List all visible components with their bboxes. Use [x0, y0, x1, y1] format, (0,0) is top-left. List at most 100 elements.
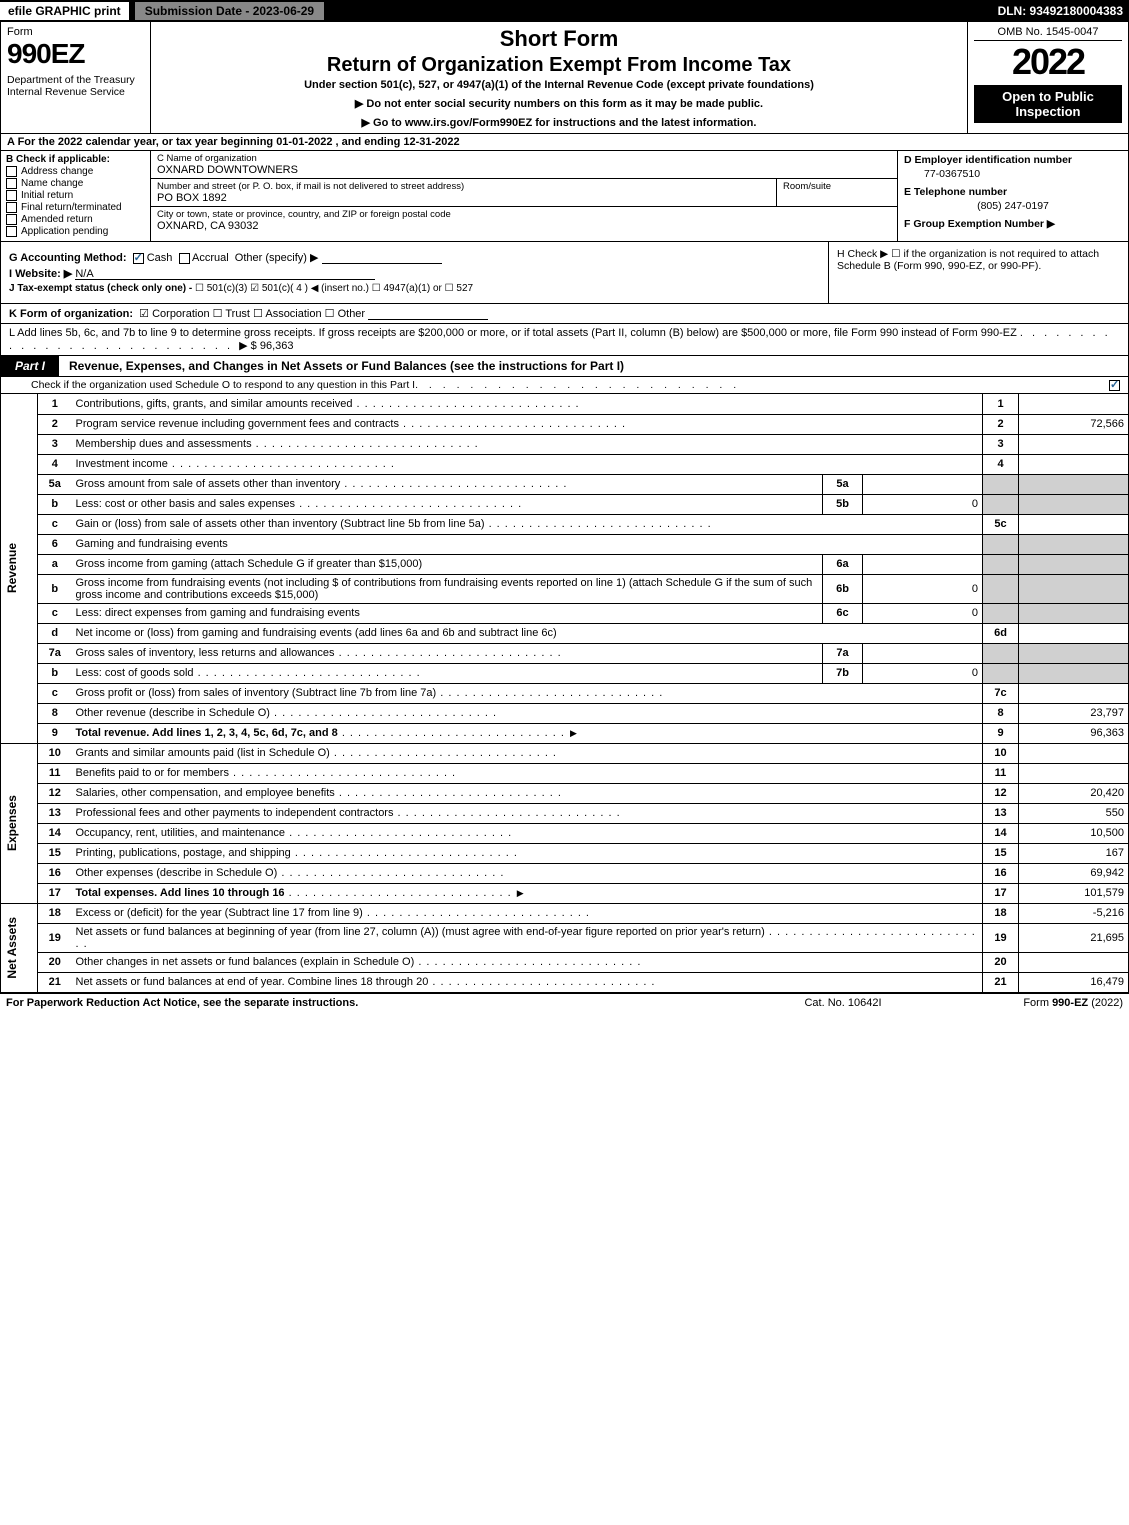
line-11-val [1019, 763, 1129, 783]
line-11-desc: Benefits paid to or for members [76, 767, 229, 779]
header-right: OMB No. 1545-0047 2022 Open to Public In… [968, 22, 1128, 133]
chk-name-change[interactable] [6, 178, 17, 189]
form-word: Form [7, 26, 144, 38]
l-text: L Add lines 5b, 6c, and 7b to line 9 to … [9, 327, 1017, 339]
line-21-desc: Net assets or fund balances at end of ye… [76, 976, 429, 988]
part-i-title: Revenue, Expenses, and Changes in Net As… [59, 359, 1128, 373]
part-i-tab: Part I [1, 356, 59, 376]
efile-print-button[interactable]: efile GRAPHIC print [0, 1, 130, 21]
part-i-subtext: Check if the organization used Schedule … [31, 379, 415, 391]
chk-accrual[interactable] [179, 253, 190, 264]
line-10-desc: Grants and similar amounts paid (list in… [76, 747, 330, 759]
part-i-table: Revenue 1 Contributions, gifts, grants, … [0, 394, 1129, 993]
group-exemption-label: F Group Exemption Number ▶ [904, 218, 1122, 230]
chk-cash[interactable] [133, 253, 144, 264]
line-6a-sub: 6a [823, 554, 863, 574]
line-10-val [1019, 743, 1129, 763]
chk-final-return[interactable] [6, 202, 17, 213]
header-left: Form 990EZ Department of the Treasury In… [1, 22, 151, 133]
form-header: Form 990EZ Department of the Treasury In… [0, 22, 1129, 134]
line-15-desc: Printing, publications, postage, and shi… [76, 847, 291, 859]
line-7b-sv: 0 [863, 663, 983, 683]
col-c-orginfo: C Name of organization OXNARD DOWNTOWNER… [151, 151, 898, 241]
line-5c-desc: Gain or (loss) from sale of assets other… [76, 518, 485, 530]
line-7c-desc: Gross profit or (loss) from sales of inv… [76, 687, 437, 699]
line-6d-val [1019, 623, 1129, 643]
line-13-desc: Professional fees and other payments to … [76, 807, 394, 819]
side-net-assets: Net Assets [5, 917, 19, 979]
chk-address-change[interactable] [6, 166, 17, 177]
line-18-box: 18 [983, 903, 1019, 923]
line-2-box: 2 [983, 414, 1019, 434]
row-a-taxyear: A For the 2022 calendar year, or tax yea… [0, 134, 1129, 151]
submission-date: Submission Date - 2023-06-29 [134, 1, 325, 21]
line-8-val: 23,797 [1019, 703, 1129, 723]
form-number: 990EZ [7, 38, 144, 70]
line-7a-sub: 7a [823, 643, 863, 663]
form-subtitle: Under section 501(c), 527, or 4947(a)(1)… [161, 79, 957, 91]
line-13-val: 550 [1019, 803, 1129, 823]
section-ghij: G Accounting Method: Cash Accrual Other … [0, 242, 1129, 304]
line-8-box: 8 [983, 703, 1019, 723]
line-19-box: 19 [983, 923, 1019, 952]
page-footer: For Paperwork Reduction Act Notice, see … [0, 993, 1129, 1012]
chk-application-pending[interactable] [6, 226, 17, 237]
line-20-box: 20 [983, 952, 1019, 972]
line-16-val: 69,942 [1019, 863, 1129, 883]
chk-amended-return[interactable] [6, 214, 17, 225]
footer-catno: Cat. No. 10642I [743, 997, 943, 1009]
part-i-sub: Check if the organization used Schedule … [0, 377, 1129, 394]
row-l: L Add lines 5b, 6c, and 7b to line 9 to … [0, 324, 1129, 356]
line-8-desc: Other revenue (describe in Schedule O) [76, 707, 270, 719]
footer-left: For Paperwork Reduction Act Notice, see … [6, 997, 743, 1009]
line-19-desc: Net assets or fund balances at beginning… [76, 926, 765, 938]
line-17-box: 17 [983, 883, 1019, 903]
line-21-val: 16,479 [1019, 972, 1129, 992]
chk-initial-return[interactable] [6, 190, 17, 201]
col-b-checkboxes: B Check if applicable: Address change Na… [1, 151, 151, 241]
h-text: H Check ▶ ☐ if the organization is not r… [837, 248, 1099, 272]
line-10-box: 10 [983, 743, 1019, 763]
line-3-desc: Membership dues and assessments [76, 438, 252, 450]
goto-link[interactable]: ▶ Go to www.irs.gov/Form990EZ for instru… [161, 116, 957, 129]
phone-value: (805) 247-0197 [904, 200, 1122, 212]
b-label: B Check if applicable: [6, 154, 145, 165]
col-gij: G Accounting Method: Cash Accrual Other … [1, 242, 828, 303]
row-k: K Form of organization: ☑ Corporation ☐ … [0, 304, 1129, 324]
k-label: K Form of organization: [9, 308, 133, 320]
line-5a-desc: Gross amount from sale of assets other t… [76, 478, 341, 490]
other-specify-input[interactable] [322, 252, 442, 264]
line-9-desc: Total revenue. Add lines 1, 2, 3, 4, 5c,… [76, 727, 338, 739]
side-revenue: Revenue [5, 543, 19, 593]
line-7c-val [1019, 683, 1129, 703]
line-6c-sv: 0 [863, 603, 983, 623]
line-4-box: 4 [983, 454, 1019, 474]
j-label: J Tax-exempt status (check only one) - [9, 283, 192, 294]
omb-number: OMB No. 1545-0047 [974, 26, 1122, 41]
line-18-val: -5,216 [1019, 903, 1129, 923]
footer-right: Form 990-EZ (2022) [943, 997, 1123, 1009]
side-expenses: Expenses [5, 795, 19, 851]
k-options: ☑ Corporation ☐ Trust ☐ Association ☐ Ot… [139, 308, 365, 320]
line-6c-sub: 6c [823, 603, 863, 623]
dln: DLN: 93492180004383 [998, 4, 1123, 18]
line-5a-sub: 5a [823, 474, 863, 494]
line-20-val [1019, 952, 1129, 972]
line-15-box: 15 [983, 843, 1019, 863]
col-h: H Check ▶ ☐ if the organization is not r… [828, 242, 1128, 303]
org-name: OXNARD DOWNTOWNERS [157, 164, 891, 176]
line-16-box: 16 [983, 863, 1019, 883]
k-other-input[interactable] [368, 308, 488, 320]
website-value: N/A [75, 268, 375, 280]
line-13-box: 13 [983, 803, 1019, 823]
line-6-desc: Gaming and fundraising events [76, 538, 228, 550]
lbl-other: Other (specify) ▶ [235, 252, 319, 264]
i-label: I Website: ▶ [9, 268, 72, 280]
chk-schedule-o[interactable] [1109, 380, 1120, 391]
lbl-accrual: Accrual [192, 252, 229, 264]
city-label: City or town, state or province, country… [157, 209, 891, 220]
line-7a-desc: Gross sales of inventory, less returns a… [76, 647, 335, 659]
line-12-desc: Salaries, other compensation, and employ… [76, 787, 335, 799]
line-7a-sv [863, 643, 983, 663]
line-6a-sv [863, 554, 983, 574]
